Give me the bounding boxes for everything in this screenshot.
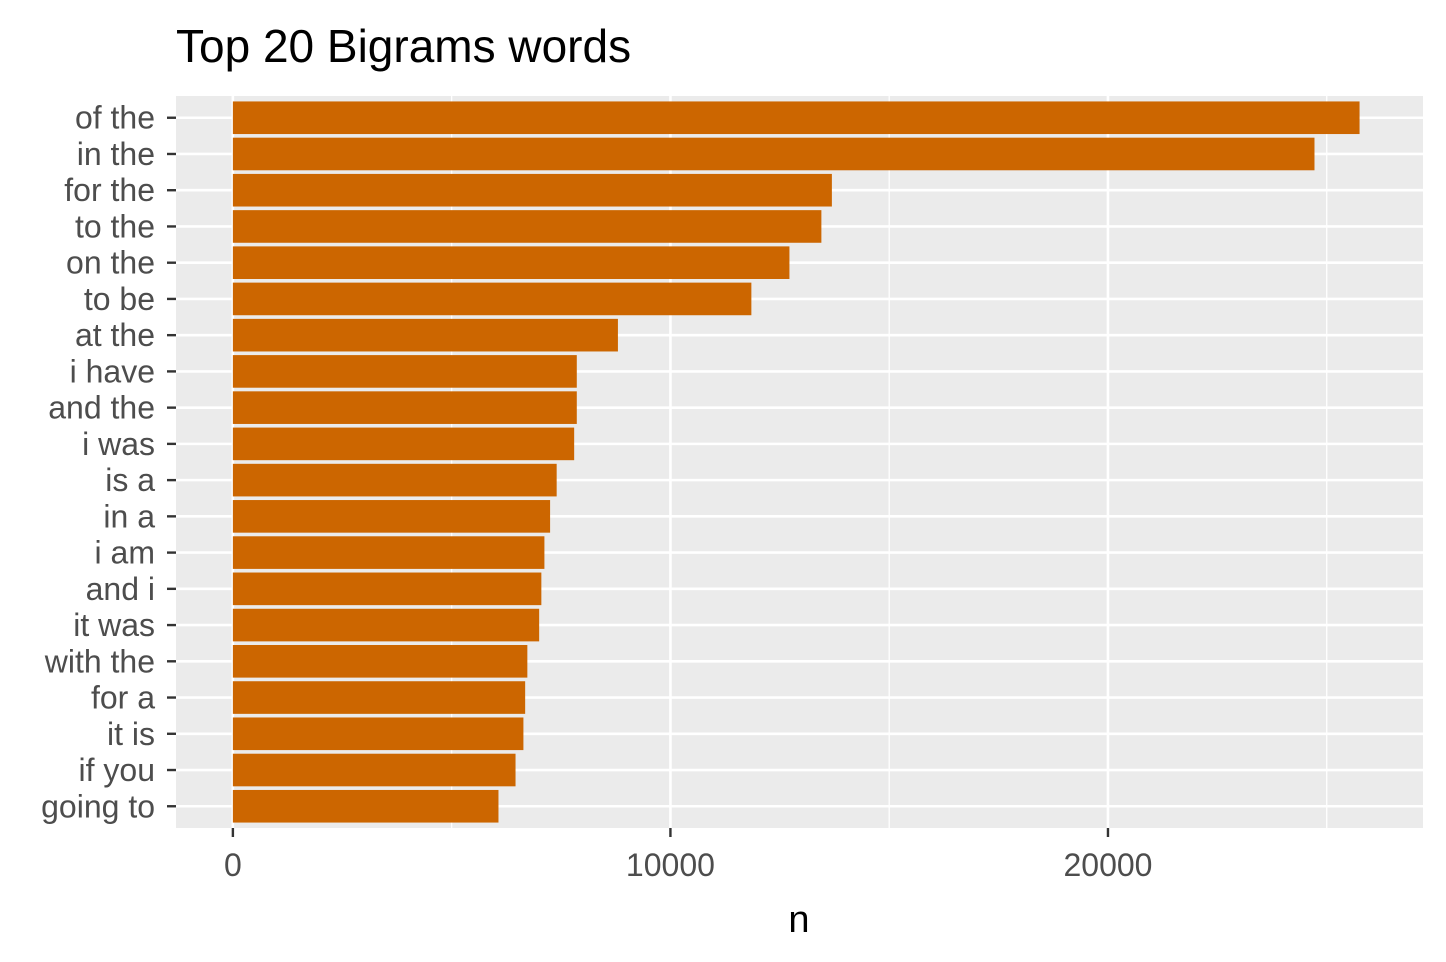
bar-with-the xyxy=(232,645,528,678)
y-tick-label: in the xyxy=(77,136,155,172)
x-tick-label: 0 xyxy=(224,847,242,883)
y-tick-label: at the xyxy=(75,317,155,353)
y-tick-label: to the xyxy=(75,208,155,244)
y-tick-label: it is xyxy=(107,716,155,752)
y-tick-label: and the xyxy=(48,390,155,426)
y-tick-label: and i xyxy=(86,571,155,607)
bar-going-to xyxy=(232,789,499,823)
x-axis-label: n xyxy=(788,899,809,941)
y-tick-label: i have xyxy=(70,353,155,389)
y-tick-label: going to xyxy=(41,788,155,824)
y-tick-label: of the xyxy=(75,100,155,136)
x-axis: 0 10000 20000 xyxy=(224,828,1152,883)
bar-it-is xyxy=(232,717,524,751)
bar-to-be xyxy=(232,282,752,316)
bars xyxy=(232,101,1360,823)
y-tick-label: i was xyxy=(82,426,155,462)
y-tick-label: is a xyxy=(105,462,155,498)
bar-is-a xyxy=(232,463,557,497)
bar-i-was xyxy=(232,427,575,461)
chart-title: Top 20 Bigrams words xyxy=(176,20,631,72)
y-tick-label: in a xyxy=(103,498,155,534)
y-tick-label: for the xyxy=(64,172,155,208)
y-tick-label: to be xyxy=(84,281,155,317)
x-tick-label: 10000 xyxy=(626,847,715,883)
bar-for-the xyxy=(232,173,832,207)
y-tick-label: it was xyxy=(73,607,155,643)
y-tick-label: if you xyxy=(79,752,155,788)
bar-in-the xyxy=(232,137,1315,171)
bar-on-the xyxy=(232,246,790,279)
bar-and-the xyxy=(232,391,577,424)
y-tick-label: on the xyxy=(66,245,155,281)
bar-for-a xyxy=(232,681,526,714)
bar-in-a xyxy=(232,500,551,533)
y-tick-label: for a xyxy=(91,680,155,716)
y-tick-label: with the xyxy=(44,643,155,679)
bar-of-the xyxy=(232,101,1360,135)
x-tick-label: 20000 xyxy=(1063,847,1152,883)
bar-to-the xyxy=(232,210,822,243)
y-tick-label: i am xyxy=(95,535,155,571)
bar-it-was xyxy=(232,608,540,642)
bar-at-the xyxy=(232,318,618,352)
bar-i-am xyxy=(232,536,545,569)
bar-and-i xyxy=(232,572,542,606)
bar-i-have xyxy=(232,355,577,388)
bar-if-you xyxy=(232,753,516,787)
